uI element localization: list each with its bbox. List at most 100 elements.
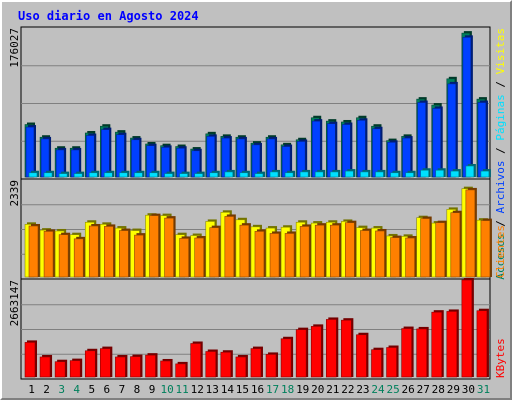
bar-kbytes-day-2 xyxy=(39,356,51,378)
x-tick-label-day-4: 4 xyxy=(73,383,80,396)
bar-kbytes-day-9 xyxy=(145,354,156,378)
bar-paginas-day-26 xyxy=(405,172,414,178)
bar-archivos-day-1 xyxy=(25,126,35,178)
bar-paginas-day-16 xyxy=(254,173,264,178)
x-tick-label-day-10: 10 xyxy=(160,383,173,396)
bar-archivos-day-24 xyxy=(372,128,381,178)
bar-kbytes-day-12 xyxy=(190,343,202,378)
x-tick-label-day-6: 6 xyxy=(104,383,111,396)
bar-archivos-day-29 xyxy=(447,83,457,178)
bar-paginas-day-7 xyxy=(119,172,128,178)
bar-kbytes-day-1 xyxy=(24,342,36,378)
x-tick-label-day-2: 2 xyxy=(43,383,50,396)
bar-paginas-day-12 xyxy=(194,173,204,178)
bar-kbytes-day-4 xyxy=(69,360,81,378)
bar-kbytes-day-28 xyxy=(431,311,443,378)
bar-kbytes-day-15 xyxy=(235,356,247,378)
hits-legend: Accesos / Archivos / Páginas / Visitas xyxy=(494,28,507,280)
bar-kbytes-day-31 xyxy=(476,310,488,378)
legend-sep-3: / xyxy=(494,74,507,94)
x-axis-labels: 1 2 3 4 5 6 7 8 9 10 11 12 13 14 15 16 17 18 19 20 21 22 23 24 2… xyxy=(28,383,490,396)
clients-legend: Clientes xyxy=(494,225,507,278)
bar-clientes-day-12 xyxy=(194,237,205,278)
x-tick-label-day-25: 25 xyxy=(386,383,399,396)
bar-clientes-day-23 xyxy=(360,230,370,278)
x-tick-label-day-26: 26 xyxy=(402,383,415,396)
bar-kbytes-day-13 xyxy=(205,351,217,378)
bar-kbytes-day-11 xyxy=(175,363,186,378)
bar-paginas-day-25 xyxy=(390,172,399,178)
bar-clientes-day-25 xyxy=(390,237,400,278)
x-tick-label-day-31: 31 xyxy=(477,383,490,396)
bar-paginas-day-1 xyxy=(28,172,38,178)
chart-marks xyxy=(21,31,492,378)
bar-kbytes-day-18 xyxy=(280,338,292,378)
bar-archivos-day-23 xyxy=(357,119,366,178)
bar-kbytes-day-5 xyxy=(84,350,96,378)
x-tick-label-day-27: 27 xyxy=(417,383,430,396)
clients-ymax-label: 2339 xyxy=(8,180,21,207)
bar-clientes-day-13 xyxy=(209,227,220,278)
bar-clientes-day-22 xyxy=(345,222,355,278)
bar-kbytes-day-22 xyxy=(341,319,352,378)
bar-paginas-day-20 xyxy=(314,171,324,178)
bar-archivos-day-28 xyxy=(432,108,442,178)
bar-clientes-day-28 xyxy=(435,222,446,278)
x-tick-label-day-17: 17 xyxy=(266,383,279,396)
legend-archivos: Archivos xyxy=(494,160,507,213)
bar-clientes-day-20 xyxy=(314,224,325,278)
bar-paginas-day-24 xyxy=(375,171,384,178)
bar-clientes-day-24 xyxy=(375,230,385,278)
bar-archivos-day-21 xyxy=(326,123,336,178)
bar-clientes-day-6 xyxy=(104,226,114,278)
legend-kbytes: KBytes xyxy=(494,338,507,378)
bar-paginas-day-30 xyxy=(465,165,475,178)
bar-clientes-day-11 xyxy=(179,238,189,278)
legend-accesos: Accesos xyxy=(494,233,507,279)
bar-kbytes-day-29 xyxy=(446,311,458,378)
bar-clientes-day-30 xyxy=(465,189,476,278)
bar-clientes-day-15 xyxy=(239,224,250,278)
bar-kbytes-day-25 xyxy=(386,347,397,378)
bar-paginas-day-29 xyxy=(450,170,460,178)
bar-kbytes-day-6 xyxy=(100,348,111,378)
bar-paginas-day-21 xyxy=(329,171,339,178)
bar-kbytes-day-30 xyxy=(461,279,473,378)
kbytes-ymax-label: 2663147 xyxy=(8,280,21,326)
bar-paginas-day-27 xyxy=(420,169,429,178)
x-tick-label-day-7: 7 xyxy=(119,383,126,396)
bar-clientes-day-4 xyxy=(73,238,84,278)
x-tick-label-day-8: 8 xyxy=(134,383,141,396)
bar-kbytes-day-14 xyxy=(220,351,232,378)
bar-clientes-day-14 xyxy=(224,216,235,278)
bar-paginas-day-3 xyxy=(58,173,68,178)
bar-archivos-day-7 xyxy=(116,134,125,178)
bar-clientes-day-19 xyxy=(299,226,310,278)
bar-clientes-day-5 xyxy=(88,225,99,278)
x-tick-label-day-9: 9 xyxy=(149,383,156,396)
bar-paginas-day-10 xyxy=(164,173,173,178)
bar-kbytes-day-16 xyxy=(250,348,262,378)
bar-kbytes-day-24 xyxy=(371,349,382,378)
bar-paginas-day-6 xyxy=(104,172,113,178)
bar-kbytes-day-17 xyxy=(265,354,277,378)
bar-paginas-day-5 xyxy=(88,172,98,178)
bar-paginas-day-14 xyxy=(224,171,234,178)
bar-clientes-day-2 xyxy=(43,231,54,278)
x-tick-label-day-24: 24 xyxy=(371,383,385,396)
legend-paginas: Páginas xyxy=(494,94,507,140)
bar-clientes-day-27 xyxy=(420,218,430,278)
bar-archivos-day-20 xyxy=(311,120,321,178)
x-tick-label-day-28: 28 xyxy=(432,383,445,396)
x-tick-label-day-29: 29 xyxy=(447,383,460,396)
bar-clientes-day-17 xyxy=(269,233,280,278)
bar-clientes-day-3 xyxy=(58,234,69,278)
bar-clientes-day-31 xyxy=(480,220,491,278)
bar-archivos-day-31 xyxy=(477,102,487,178)
x-tick-label-day-15: 15 xyxy=(236,383,249,396)
bar-paginas-day-8 xyxy=(134,172,143,178)
bar-kbytes-day-27 xyxy=(416,328,427,378)
bar-paginas-day-2 xyxy=(43,172,53,178)
bar-kbytes-day-8 xyxy=(130,356,141,378)
